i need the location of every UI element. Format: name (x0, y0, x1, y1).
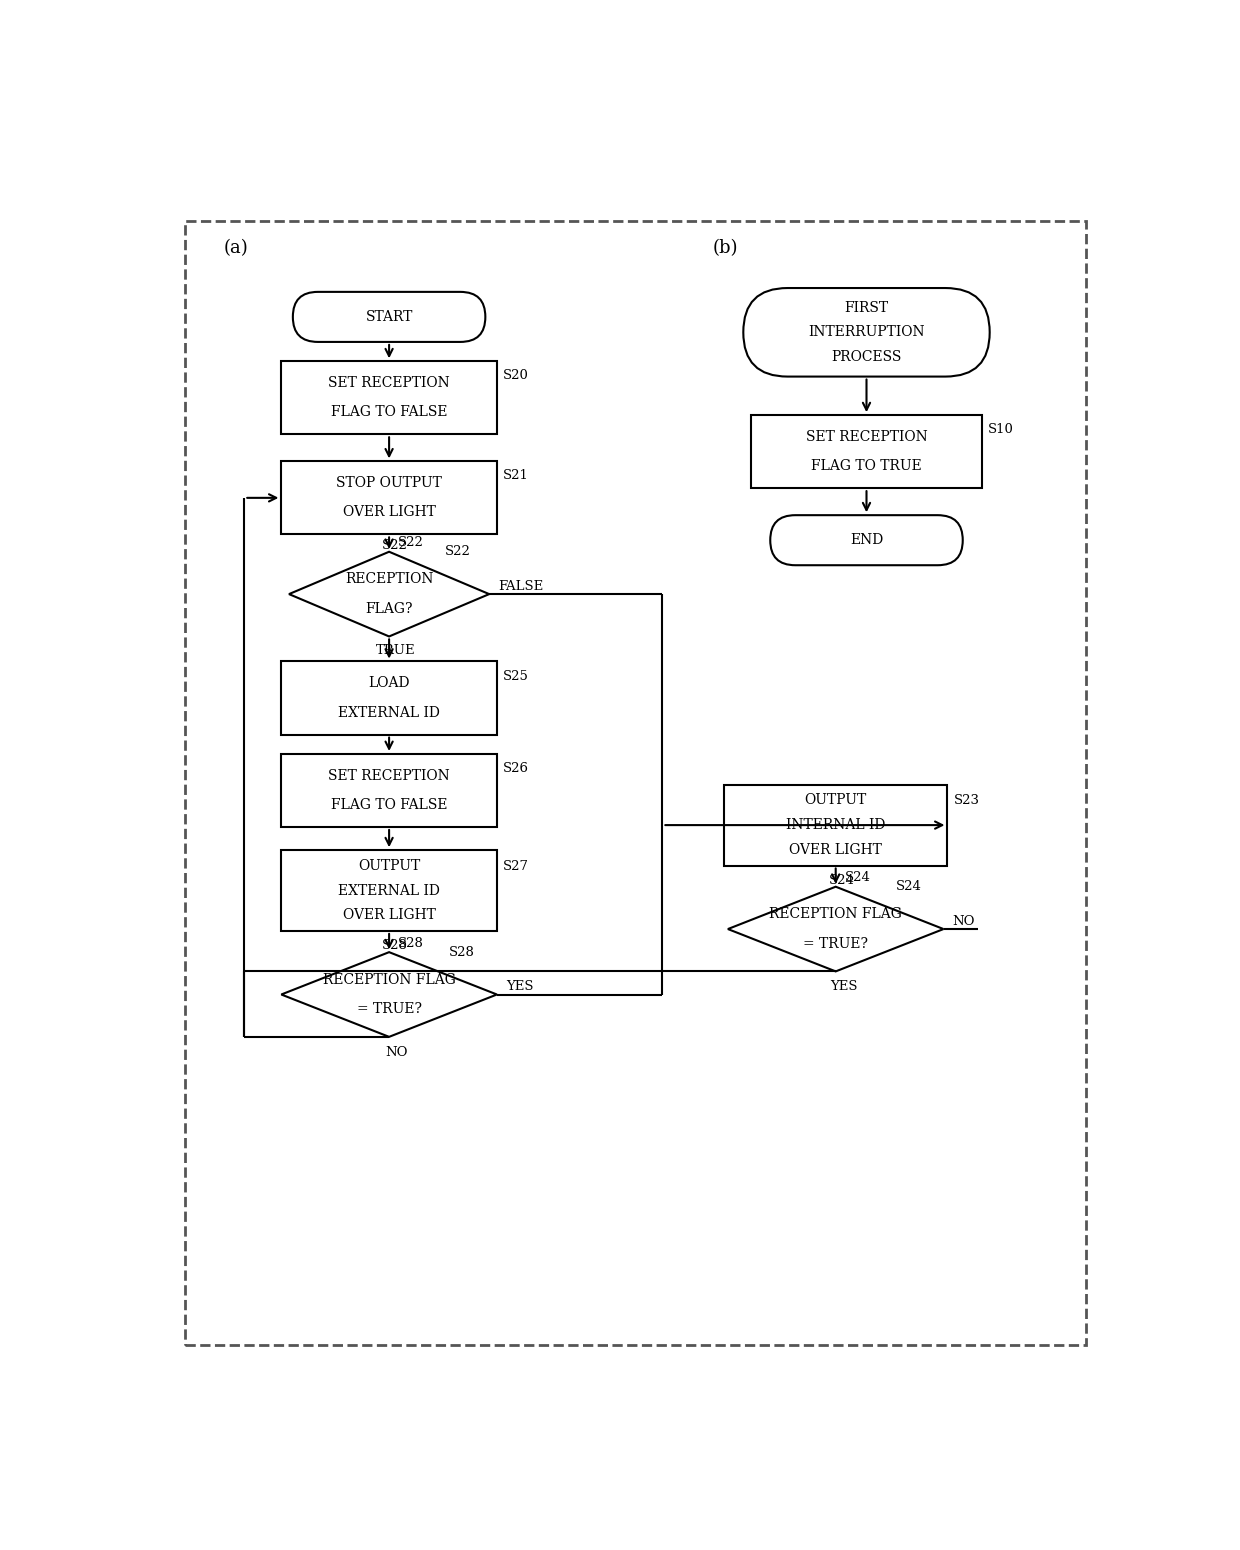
Text: (a): (a) (223, 239, 248, 257)
Text: FLAG TO FALSE: FLAG TO FALSE (331, 406, 448, 420)
Text: LOAD: LOAD (368, 676, 410, 690)
Text: S26: S26 (503, 763, 529, 775)
Text: SET RECEPTION: SET RECEPTION (329, 377, 450, 391)
Text: EXTERNAL ID: EXTERNAL ID (339, 705, 440, 719)
Text: S22: S22 (398, 536, 424, 549)
Text: S22: S22 (445, 546, 471, 558)
FancyBboxPatch shape (293, 291, 485, 343)
Bar (724, 784, 947, 865)
Text: S21: S21 (503, 470, 529, 482)
FancyBboxPatch shape (743, 288, 990, 377)
Text: TRUE: TRUE (376, 643, 415, 657)
Text: S27: S27 (503, 860, 529, 873)
Text: (b): (b) (713, 239, 738, 257)
Text: SET RECEPTION: SET RECEPTION (806, 429, 928, 443)
Bar (281, 662, 497, 735)
Text: EXTERNAL ID: EXTERNAL ID (339, 883, 440, 897)
Text: RECEPTION: RECEPTION (345, 572, 433, 586)
Text: S23: S23 (954, 794, 980, 808)
Text: END: END (849, 533, 883, 547)
Text: S20: S20 (503, 369, 529, 383)
Text: OUTPUT: OUTPUT (358, 859, 420, 873)
Text: INTERRUPTION: INTERRUPTION (808, 326, 925, 339)
Text: YES: YES (506, 980, 533, 994)
Text: YES: YES (830, 980, 857, 994)
Text: S25: S25 (503, 670, 529, 682)
Bar (281, 361, 497, 434)
Text: FLAG TO FALSE: FLAG TO FALSE (331, 798, 448, 812)
Text: SET RECEPTION: SET RECEPTION (329, 769, 450, 783)
Text: = TRUE?: = TRUE? (804, 936, 868, 950)
Text: S28: S28 (382, 939, 408, 953)
Text: NO: NO (386, 1046, 408, 1059)
Text: FLAG?: FLAG? (366, 601, 413, 615)
Text: FIRST: FIRST (844, 301, 889, 315)
Bar (281, 462, 497, 535)
Text: S10: S10 (988, 423, 1014, 436)
Text: OVER LIGHT: OVER LIGHT (342, 505, 435, 519)
Text: NO: NO (952, 914, 975, 928)
Text: FLAG TO TRUE: FLAG TO TRUE (811, 459, 921, 473)
Text: S22: S22 (382, 539, 408, 552)
Polygon shape (289, 552, 490, 637)
Polygon shape (281, 952, 497, 1037)
Text: OUTPUT: OUTPUT (805, 794, 867, 808)
Text: FALSE: FALSE (498, 580, 543, 594)
FancyBboxPatch shape (770, 515, 962, 566)
Bar (751, 415, 982, 488)
Text: PROCESS: PROCESS (831, 350, 901, 364)
Text: RECEPTION FLAG: RECEPTION FLAG (322, 973, 455, 987)
Bar (281, 753, 497, 828)
Text: = TRUE?: = TRUE? (357, 1003, 422, 1017)
Text: OVER LIGHT: OVER LIGHT (790, 843, 882, 857)
Text: START: START (366, 310, 413, 324)
Text: STOP OUTPUT: STOP OUTPUT (336, 476, 441, 490)
Text: S28: S28 (449, 946, 475, 959)
Text: S24: S24 (828, 874, 854, 887)
Text: S24: S24 (844, 871, 870, 885)
Text: S28: S28 (398, 936, 424, 950)
Text: S24: S24 (895, 880, 921, 893)
Polygon shape (728, 887, 944, 972)
Text: RECEPTION FLAG: RECEPTION FLAG (769, 907, 903, 921)
Bar (281, 849, 497, 932)
Text: OVER LIGHT: OVER LIGHT (342, 908, 435, 922)
Text: INTERNAL ID: INTERNAL ID (786, 818, 885, 832)
